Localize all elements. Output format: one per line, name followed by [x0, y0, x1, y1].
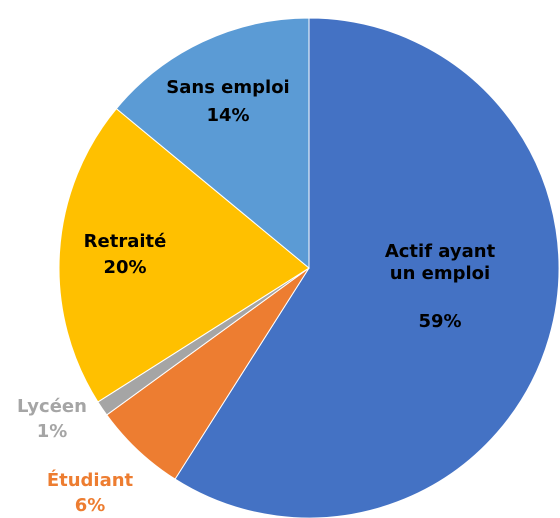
- pie-slice: [58, 107, 310, 403]
- slice-value-label: 1%: [36, 421, 68, 442]
- slice-value-label: 6%: [74, 495, 106, 516]
- slice-label: Sans emploi: [166, 77, 290, 98]
- pie-slice: [115, 17, 310, 270]
- slice-value-label: 14%: [206, 105, 250, 126]
- slice-label: Retraité: [83, 231, 167, 252]
- slice-label: Lycéen: [17, 396, 87, 417]
- slice-label: Étudiant: [46, 470, 134, 491]
- slice-value-label: 20%: [103, 257, 147, 278]
- slice-label: Actif ayant un emploi: [384, 241, 496, 284]
- slice-value-label: 59%: [418, 311, 462, 332]
